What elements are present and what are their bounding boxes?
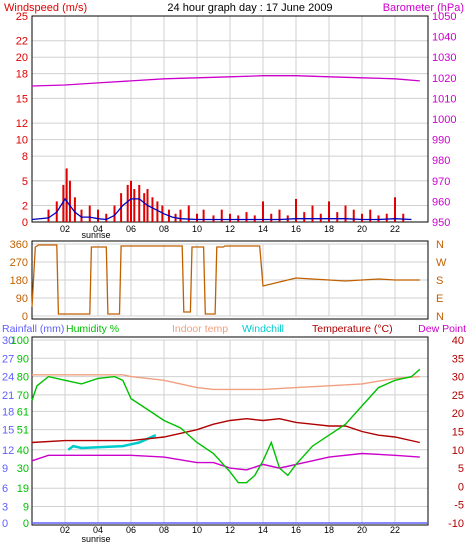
humidity-tick-label: 30	[17, 463, 29, 475]
temperature-tick-label: 40	[452, 335, 464, 347]
windspeed-tick-label: 15	[16, 93, 28, 105]
x-tick-label: 12	[225, 224, 235, 234]
x-tick-label: 02	[60, 525, 70, 535]
humidity-tick-label: 70	[17, 390, 29, 402]
x-tick-label: 08	[159, 224, 169, 234]
rainfall-legend: Rainfall (mm)	[2, 323, 64, 335]
temperature-tick-label: 15	[452, 427, 464, 439]
x-tick-label: 08	[159, 525, 169, 535]
x-tick-label: 06	[126, 224, 136, 234]
x-tick-label: 16	[291, 224, 301, 234]
x-tick-label: 10	[192, 224, 202, 234]
direction-tick-label: 90	[16, 293, 28, 305]
humidity-tick-label: 90	[17, 353, 29, 365]
humidity-tick-label: 40	[17, 445, 29, 457]
humidity-legend: Humidity %	[66, 323, 119, 335]
windspeed-tick-label: 18	[16, 69, 28, 81]
compass-tick-label: E	[436, 293, 443, 305]
barometer-tick-label: 970	[432, 176, 450, 188]
rainfall-tick-label: 6	[2, 483, 8, 495]
x-tick-label: 22	[390, 525, 400, 535]
windchill-legend: Windchill	[242, 323, 284, 335]
barometer-tick-label: 1040	[432, 32, 456, 44]
temperature-legend: Temperature (°C)	[312, 323, 393, 335]
temperature-tick-label: -10	[448, 518, 464, 530]
barometer-tick-label: 980	[432, 155, 450, 167]
direction-tick-label: 360	[10, 239, 28, 251]
temperature-tick-label: -5	[454, 500, 464, 512]
humidity-tick-label: 61	[17, 406, 29, 418]
compass-tick-label: N	[436, 239, 444, 251]
direction-tick-label: 180	[10, 275, 28, 287]
humidity-tick-label: 0	[23, 518, 29, 530]
rainfall-tick-label: 18	[2, 406, 14, 418]
humidity-tick-label: 100	[11, 335, 29, 347]
indoor-temp-legend: Indoor temp	[172, 323, 228, 335]
rainfall-tick-label: 15	[2, 425, 14, 437]
windspeed-tick-label: 20	[16, 52, 28, 64]
humidity-tick-label: 80	[17, 372, 29, 384]
x-tick-label: 02	[60, 224, 70, 234]
rainfall-tick-label: 27	[2, 353, 14, 365]
rainfall-tick-label: 24	[2, 372, 14, 384]
rainfall-tick-label: 0	[2, 518, 8, 530]
x-tick-label: 22	[390, 224, 400, 234]
humidity-tick-label: 51	[17, 425, 29, 437]
compass-tick-label: W	[436, 257, 447, 269]
page-title: 24 hour graph day : 17 June 2009	[167, 2, 332, 14]
x-tick-label: 14	[258, 525, 268, 535]
barometer-tick-label: 1020	[432, 73, 456, 85]
barometer-tick-label: 960	[432, 196, 450, 208]
x-tick-label: 12	[225, 525, 235, 535]
windspeed-tick-label: 12	[16, 118, 28, 130]
rainfall-tick-label: 9	[2, 463, 8, 475]
compass-tick-label: N	[436, 311, 444, 323]
temperature-tick-label: 35	[452, 353, 464, 365]
rainfall-tick-label: 21	[2, 390, 14, 402]
direction-tick-label: 0	[22, 311, 28, 323]
windspeed-tick-label: 8	[22, 151, 28, 163]
humidity-tick-label: 9	[23, 502, 29, 514]
sunrise-label-bottom: sunrise	[81, 534, 110, 544]
windspeed-tick-label: 25	[16, 11, 28, 23]
rainfall-tick-label: 12	[2, 445, 14, 457]
x-tick-label: 20	[357, 525, 367, 535]
barometer-tick-label: 1030	[432, 52, 456, 64]
x-tick-label: 18	[324, 224, 334, 234]
temperature-tick-label: 0	[458, 481, 464, 493]
humidity-tick-label: 19	[17, 483, 29, 495]
temperature-tick-label: 30	[452, 372, 464, 384]
x-tick-label: 14	[258, 224, 268, 234]
x-tick-label: 16	[291, 525, 301, 535]
windspeed-tick-label: 22	[16, 36, 28, 48]
x-tick-label: 20	[357, 224, 367, 234]
barometer-tick-label: 1050	[432, 11, 456, 23]
barometer-tick-label: 990	[432, 135, 450, 147]
x-tick-label: 06	[126, 525, 136, 535]
direction-tick-label: 270	[10, 257, 28, 269]
temperature-tick-label: 20	[452, 408, 464, 420]
x-tick-label: 10	[192, 525, 202, 535]
dewpoint-legend: Dew Point	[418, 323, 466, 335]
barometer-tick-label: 950	[432, 217, 450, 229]
temperature-tick-label: 5	[458, 463, 464, 475]
rainfall-tick-label: 3	[2, 502, 8, 514]
sunrise-label-top: sunrise	[81, 230, 110, 240]
x-tick-label: 18	[324, 525, 334, 535]
temperature-tick-label: 10	[452, 445, 464, 457]
windspeed-tick-label: 2	[22, 201, 28, 213]
windspeed-tick-label: 0	[22, 217, 28, 229]
compass-tick-label: S	[436, 275, 443, 287]
barometer-tick-label: 1000	[432, 114, 456, 126]
temperature-tick-label: 25	[452, 390, 464, 402]
windspeed-tick-label: 5	[22, 176, 28, 188]
barometer-tick-label: 1010	[432, 93, 456, 105]
windspeed-tick-label: 10	[16, 135, 28, 147]
